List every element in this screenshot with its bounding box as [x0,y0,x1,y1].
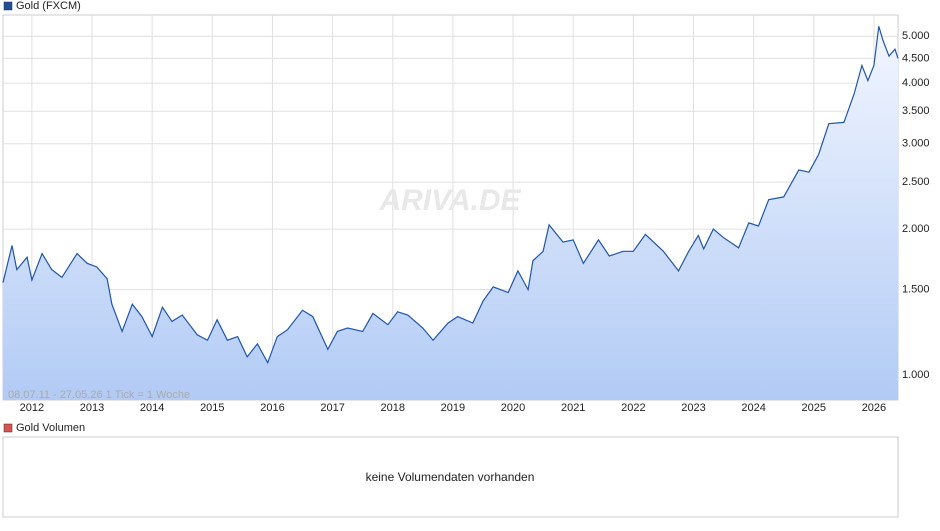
price-line [2,26,899,365]
volume-legend-swatch [3,423,13,433]
y-tick-label: 4.500 [902,52,930,64]
watermark: ARIVA.DE [378,184,521,217]
y-tick-label: 4.000 [902,77,930,89]
x-tick-label: 2023 [681,402,705,414]
volume-legend-label: Gold Volumen [16,422,85,434]
x-tick-label: 2022 [621,402,645,414]
x-tick-label: 2021 [561,402,585,414]
x-tick-label: 2020 [501,402,525,414]
volume-panel [2,436,899,518]
y-tick-label: 2.500 [902,176,930,188]
y-tick-label: 1.000 [902,369,930,381]
x-tick-label: 2017 [320,402,344,414]
x-tick-label: 2025 [802,402,826,414]
x-tick-label: 2015 [200,402,224,414]
y-tick-label: 2.000 [902,223,930,235]
x-tick-label: 2014 [140,402,164,414]
x-tick-label: 2013 [80,402,104,414]
x-tick-label: 2019 [441,402,465,414]
x-tick-label: 2026 [862,402,886,414]
y-tick-label: 3.500 [902,105,930,117]
y-tick-label: 5.000 [902,30,930,42]
x-tick-label: 2012 [20,402,44,414]
volume-message: keine Volumendaten vorhanden [366,470,535,484]
area [3,26,898,401]
x-tick-label: 2018 [381,402,405,414]
legend-swatch [3,1,13,11]
y-tick-label: 3.000 [902,138,930,150]
y-tick-label: 1.500 [902,284,930,296]
x-tick-label: 2024 [741,402,765,414]
legend-label: Gold (FXCM) [16,0,81,12]
x-tick-label: 2016 [260,402,284,414]
footer-info: 08.07.11 - 27.05.26 1 Tick = 1 Woche [8,389,190,401]
